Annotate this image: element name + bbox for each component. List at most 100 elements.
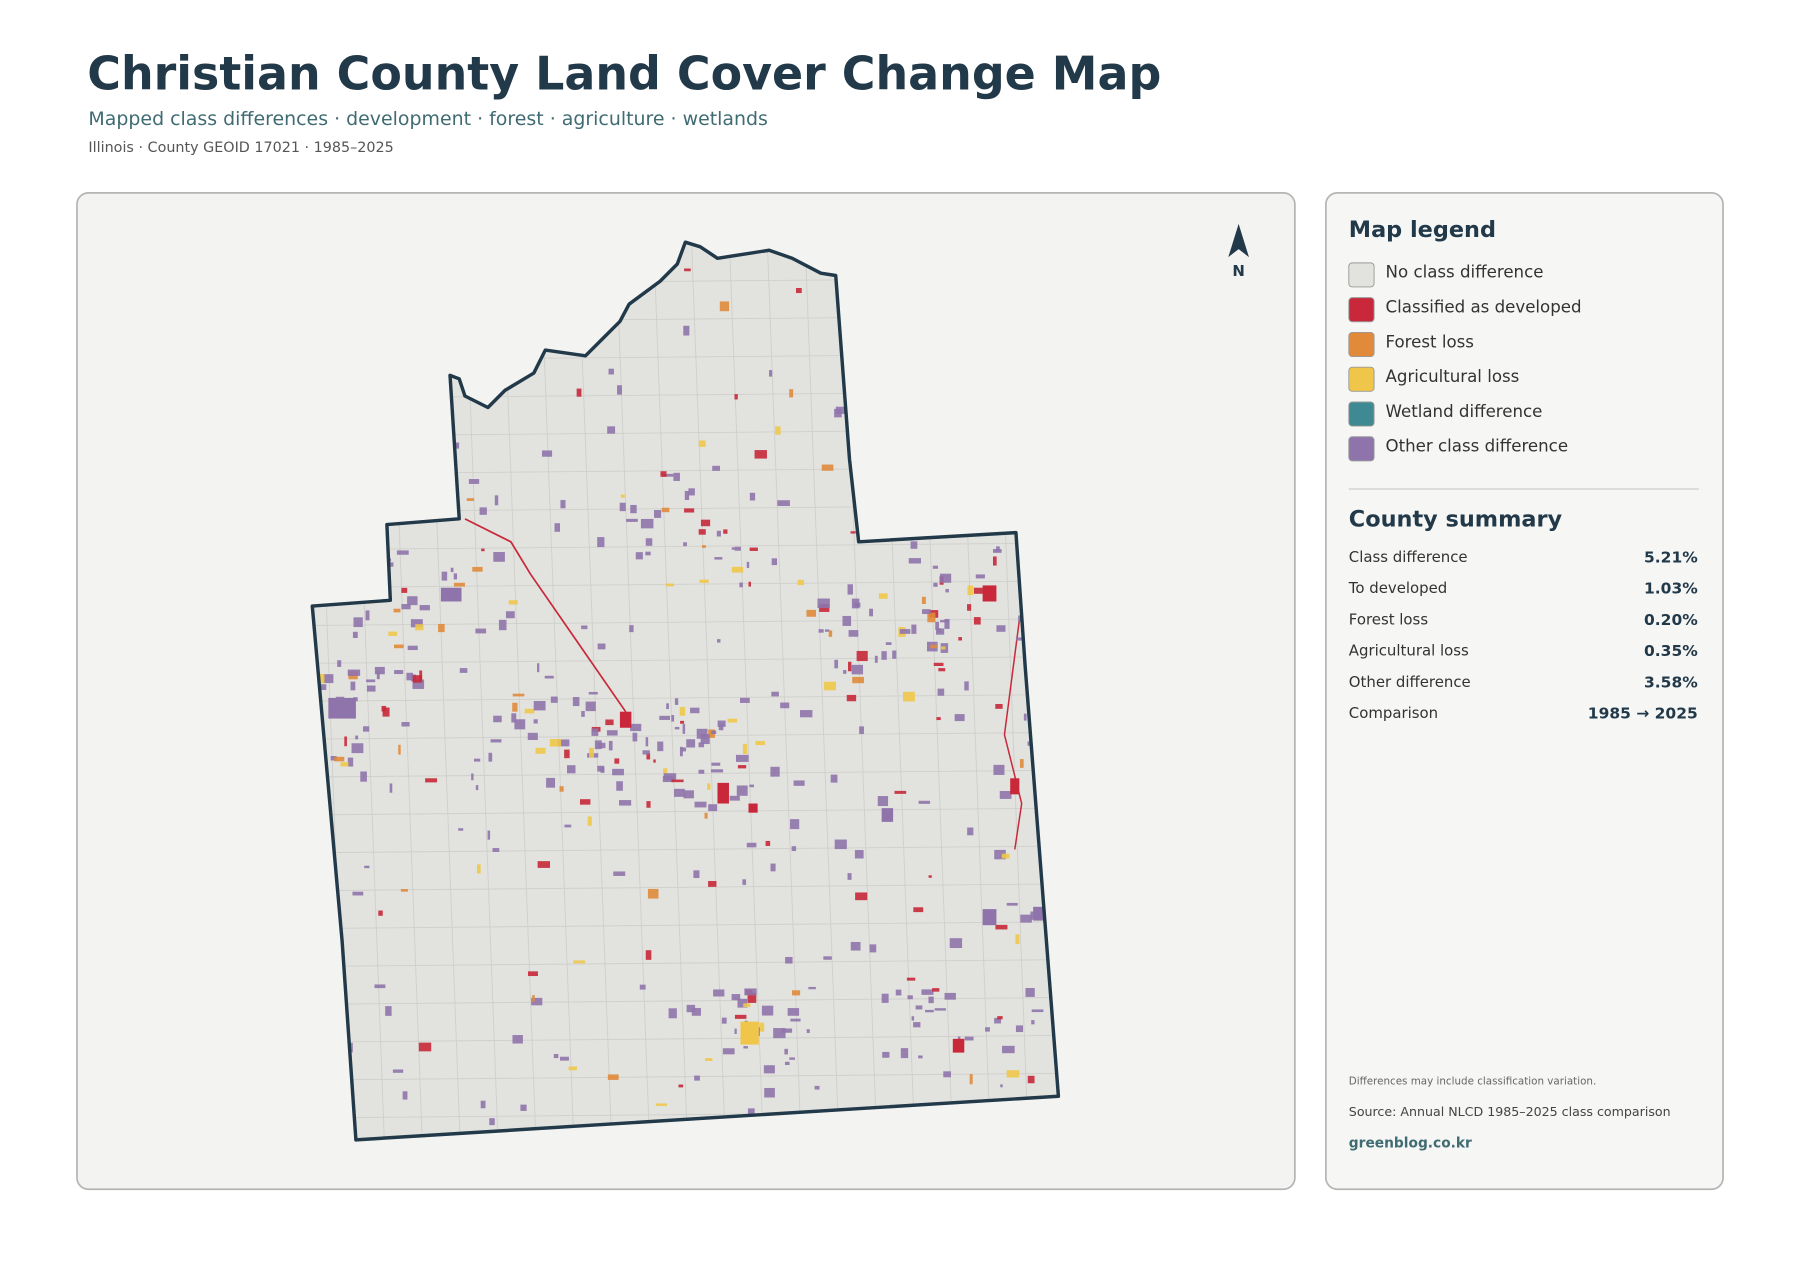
change-patch — [616, 781, 623, 791]
change-patch — [740, 1021, 759, 1045]
change-patch — [900, 1048, 909, 1059]
change-patch — [401, 604, 411, 610]
change-patch — [937, 688, 945, 696]
change-patch — [941, 646, 946, 650]
change-patch — [490, 739, 502, 743]
change-patch — [632, 732, 638, 742]
legend-label: No class difference — [1386, 263, 1544, 282]
change-patch — [492, 848, 500, 852]
summary-label: Other difference — [1349, 673, 1471, 691]
change-patch — [712, 465, 721, 471]
change-patch — [936, 717, 941, 721]
road — [312, 959, 1059, 967]
change-patch — [683, 325, 690, 336]
change-patch — [537, 861, 551, 868]
change-patch — [754, 450, 767, 459]
change-patch — [647, 888, 659, 899]
change-patch — [954, 714, 965, 722]
change-patch — [382, 707, 390, 717]
change-patch — [790, 819, 800, 830]
change-patch — [407, 645, 418, 651]
change-patch — [734, 1028, 737, 1035]
change-patch — [661, 507, 670, 513]
change-patch — [645, 551, 651, 556]
change-patch — [626, 518, 638, 522]
legend-title: Map legend — [1349, 217, 1496, 243]
change-patch — [800, 710, 813, 718]
change-patch — [365, 610, 370, 621]
change-patch — [784, 1061, 790, 1066]
change-patch — [928, 996, 934, 1004]
change-patch — [388, 631, 398, 636]
change-patch — [673, 472, 680, 481]
change-patch — [481, 548, 485, 552]
change-patch — [557, 739, 570, 747]
summary-label: Class difference — [1349, 548, 1468, 566]
change-patch — [396, 550, 409, 555]
change-patch — [708, 804, 718, 812]
change-patch — [818, 629, 824, 633]
change-patch — [680, 720, 685, 724]
change-patch — [514, 719, 526, 730]
change-patch — [877, 796, 889, 807]
change-patch — [817, 598, 830, 609]
change-patch — [704, 812, 708, 819]
change-patch — [967, 604, 972, 611]
change-patch — [731, 994, 741, 1001]
change-patch — [859, 726, 864, 734]
change-patch — [775, 426, 781, 435]
change-patch — [554, 523, 560, 532]
change-patch — [1031, 1020, 1035, 1025]
change-patch — [475, 628, 487, 634]
change-patch — [882, 1051, 890, 1058]
change-patch — [1006, 902, 1018, 906]
change-patch — [366, 679, 376, 683]
change-patch — [910, 541, 918, 549]
change-patch — [789, 1057, 795, 1060]
summary-value: 3.58% — [1644, 673, 1698, 691]
change-patch — [935, 621, 940, 630]
change-patch — [793, 780, 805, 786]
change-patch — [480, 1100, 486, 1109]
change-patch — [698, 742, 705, 748]
change-patch — [964, 1036, 974, 1041]
change-patch — [475, 785, 479, 791]
change-patch — [711, 730, 717, 735]
change-patch — [922, 609, 931, 615]
road — [312, 769, 1059, 778]
change-patch — [744, 988, 757, 996]
change-patch — [842, 615, 852, 626]
change-patch — [418, 1042, 432, 1052]
road — [804, 242, 840, 1140]
change-patch — [749, 492, 756, 501]
change-patch — [717, 639, 721, 643]
change-patch — [944, 618, 950, 629]
change-patch — [850, 941, 861, 951]
road — [312, 921, 1059, 930]
change-patch — [635, 552, 643, 560]
legend-swatch — [1348, 401, 1375, 427]
change-patch — [366, 685, 376, 692]
change-patch — [710, 769, 724, 773]
footer-note: Differences may include classification v… — [1349, 1075, 1596, 1087]
change-patch — [693, 870, 700, 879]
change-patch — [459, 668, 468, 673]
change-patch — [975, 574, 985, 579]
change-patch — [969, 1074, 973, 1085]
change-patch — [328, 697, 356, 719]
change-patch — [674, 726, 680, 730]
change-patch — [749, 547, 758, 551]
change-patch — [985, 1027, 990, 1032]
change-patch — [588, 691, 598, 695]
change-patch — [735, 754, 749, 762]
legend-label: Classified as developed — [1386, 297, 1582, 316]
change-patch — [531, 997, 543, 1006]
change-patch — [494, 495, 499, 506]
change-patch — [918, 1055, 923, 1059]
change-patch — [512, 693, 525, 697]
summary-value: 1.03% — [1644, 580, 1698, 598]
change-patch — [856, 650, 868, 662]
change-patch — [337, 660, 342, 667]
summary-value: 5.21% — [1644, 548, 1698, 566]
change-patch — [755, 740, 765, 746]
